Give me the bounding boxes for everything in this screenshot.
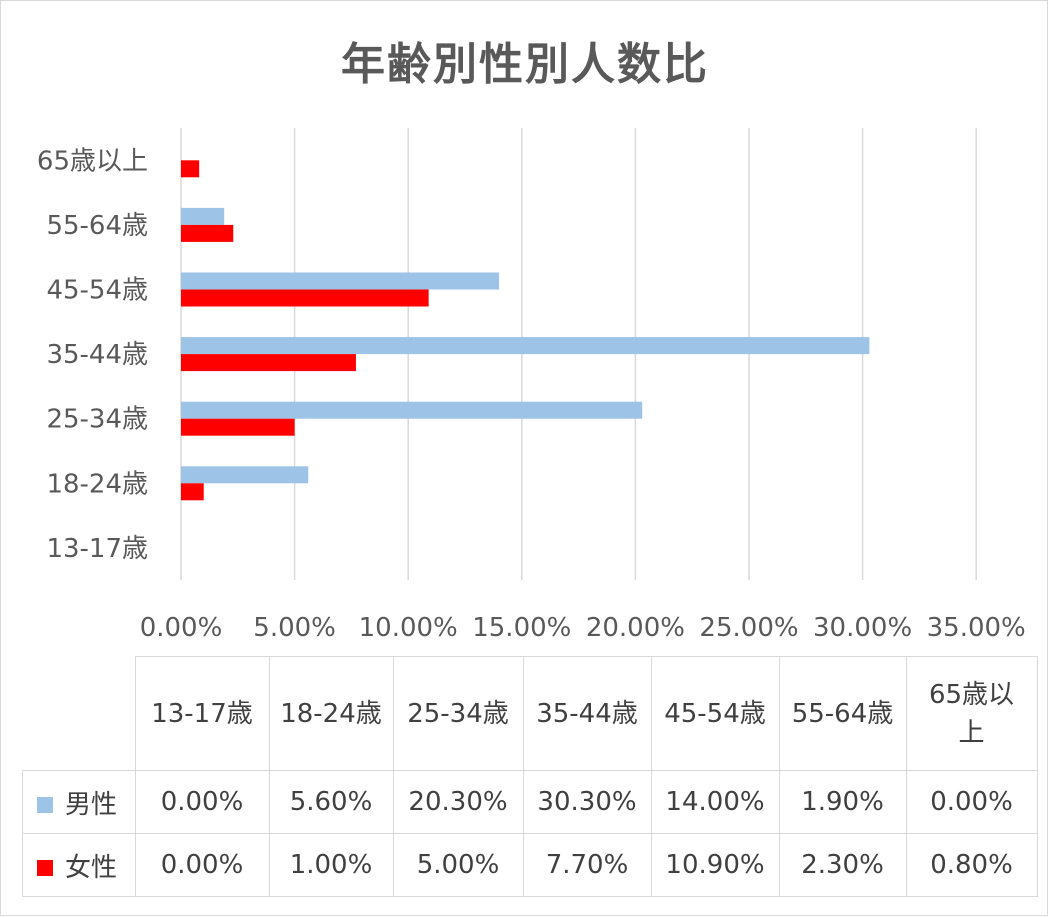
table-header-cell: 18-24歳 <box>268 656 394 771</box>
legend-label: 女性 <box>65 852 118 883</box>
legend-key <box>37 860 53 876</box>
legend-label: 男性 <box>65 789 118 820</box>
x-tick-label: 10.00% <box>359 613 458 643</box>
table-row-male: 男性 0.00% 5.60% 20.30% 30.30% 14.00% 1.90% 0.00% <box>22 770 1038 834</box>
y-category-label: 45-54歳 <box>46 276 148 306</box>
table-header-cell: 13-17歳 <box>134 656 270 771</box>
bar-female <box>181 160 200 178</box>
y-category-label: 18-24歳 <box>46 469 148 499</box>
x-tick-label: 30.00% <box>813 613 912 643</box>
bar-male <box>181 337 870 355</box>
table-value-cell: 0.80% <box>905 833 1038 897</box>
bar-male <box>181 207 225 225</box>
table-header-row: 13-17歳 18-24歳 25-34歳 35-44歳 45-54歳 55-64歳 65歳以… <box>22 656 1038 771</box>
legend-entry: 女性 <box>22 833 136 897</box>
bar-female <box>181 483 204 501</box>
table-header-cell: 65歳以上 <box>905 656 1038 771</box>
table-value-cell: 0.00% <box>134 770 270 834</box>
table-value-cell: 0.00% <box>905 770 1038 834</box>
bar-plot: 0.00% 5.00% 10.00% 15.00% 20.00% 25.00% 30.00%… <box>37 128 1026 643</box>
table-header-cell: 45-54歳 <box>650 656 780 771</box>
legend-key <box>37 797 53 813</box>
table-value-cell: 2.30% <box>778 833 907 897</box>
table-corner <box>22 656 136 771</box>
y-category-label: 35-44歳 <box>46 340 148 370</box>
x-tick-label: 20.00% <box>586 613 685 643</box>
table-value-cell: 20.30% <box>392 770 524 834</box>
table-value-cell: 14.00% <box>650 770 780 834</box>
y-category-label: 65歳以上 <box>37 146 148 176</box>
table-value-cell: 0.00% <box>134 833 270 897</box>
bar-male <box>181 272 500 290</box>
bar-male <box>181 401 643 419</box>
table-header-cell: 35-44歳 <box>522 656 652 771</box>
table-header-cell: 25-34歳 <box>392 656 524 771</box>
table-value-cell: 10.90% <box>650 833 780 897</box>
y-category-label: 13-17歳 <box>46 534 148 564</box>
bar-male <box>181 466 309 484</box>
x-tick-label: 15.00% <box>472 613 571 643</box>
table-header-cell: 55-64歳 <box>778 656 907 771</box>
y-category-label: 25-34歳 <box>46 405 148 435</box>
x-tick-label: 0.00% <box>140 613 223 643</box>
table-value-cell: 30.30% <box>522 770 652 834</box>
x-tick-label: 35.00% <box>927 613 1026 643</box>
bar-female <box>181 354 356 372</box>
x-tick-label: 25.00% <box>699 613 798 643</box>
y-category-label: 55-64歳 <box>46 211 148 241</box>
table-row-female: 女性 0.00% 1.00% 5.00% 7.70% 10.90% 2.30% 0.80% <box>22 833 1038 897</box>
table-value-cell: 1.00% <box>268 833 394 897</box>
table-value-cell: 7.70% <box>522 833 652 897</box>
data-table: 13-17歳 18-24歳 25-34歳 35-44歳 45-54歳 55-64歳 65歳以… <box>22 656 1038 897</box>
table-value-cell: 5.60% <box>268 770 394 834</box>
chart-title: 年齢別性別人数比 <box>341 39 709 90</box>
table-value-cell: 5.00% <box>392 833 524 897</box>
x-tick-label: 5.00% <box>253 613 336 643</box>
table-header-part: 65歳以 <box>928 679 1015 710</box>
table-header-part: 上 <box>958 717 985 748</box>
bar-female <box>181 289 429 307</box>
bar-female <box>181 224 234 242</box>
legend-entry: 男性 <box>22 770 136 834</box>
bar-female <box>181 418 295 436</box>
table-value-cell: 1.90% <box>778 770 907 834</box>
